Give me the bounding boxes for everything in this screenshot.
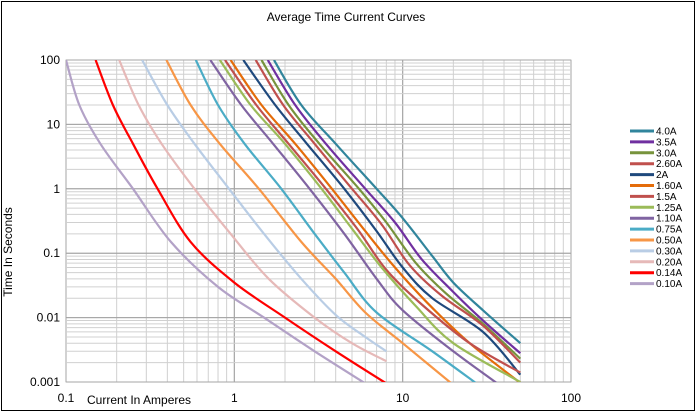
series-line-0.14A (94, 60, 387, 382)
y-tick-label: 100 (40, 53, 60, 67)
legend-label: 1.25A (656, 203, 682, 214)
x-tick-label: 10 (396, 391, 410, 405)
x-tick-label: 100 (561, 391, 581, 405)
series-line-0.10A (66, 60, 366, 382)
series-line-1.5A (224, 60, 521, 374)
grid (65, 59, 572, 383)
y-tick-label: 0.001 (30, 375, 60, 389)
legend-label: 2.60A (656, 159, 682, 170)
series-line-1.10A (209, 60, 498, 382)
y-tick-label: 1 (53, 182, 60, 196)
series-line-0.50A (165, 60, 452, 382)
series-line-3.0A (260, 60, 522, 360)
x-axis-label: Current In Amperes (87, 393, 191, 407)
legend-label: 1.10A (656, 214, 682, 225)
legend-label: 4.0A (656, 127, 677, 138)
series-line-0.75A (194, 60, 477, 382)
legend-label: 1.60A (656, 181, 682, 192)
legend-label: 0.20A (656, 257, 682, 268)
legend-label: 0.50A (656, 236, 682, 247)
series-line-2A (242, 60, 522, 376)
series-line-2.60A (254, 60, 522, 364)
chart-title: Average Time Current Curves (267, 10, 426, 24)
legend-label: 0.75A (656, 225, 682, 236)
legend: 4.0A3.5A3.0A2.60A2A1.60A1.5A1.25A1.10A0.… (630, 127, 682, 290)
y-tick-label: 10 (47, 117, 61, 131)
series-line-0.20A (118, 60, 387, 363)
legend-label: 3.0A (656, 148, 677, 159)
x-tick-label: 0.1 (58, 391, 75, 405)
legend-label: 3.5A (656, 137, 677, 148)
series-lines (66, 60, 522, 382)
series-line-3.5A (266, 60, 522, 355)
tick-labels: 100 10 1 0.1 0.01 0.001 0.1 1 10 100 (30, 53, 581, 405)
legend-label: 0.10A (656, 279, 682, 290)
legend-label: 0.30A (656, 246, 682, 257)
series-line-1.25A (218, 60, 521, 382)
y-axis-label: Time In Seconds (1, 207, 15, 297)
series-line-0.30A (141, 60, 388, 353)
series-line-4.0A (273, 60, 522, 345)
legend-label: 0.14A (656, 268, 682, 279)
legend-label: 1.5A (656, 192, 677, 203)
x-tick-label: 1 (231, 391, 238, 405)
y-tick-label: 0.1 (43, 246, 60, 260)
y-tick-label: 0.01 (37, 311, 61, 325)
series-line-1.60A (229, 60, 521, 382)
legend-label: 2A (656, 170, 669, 181)
